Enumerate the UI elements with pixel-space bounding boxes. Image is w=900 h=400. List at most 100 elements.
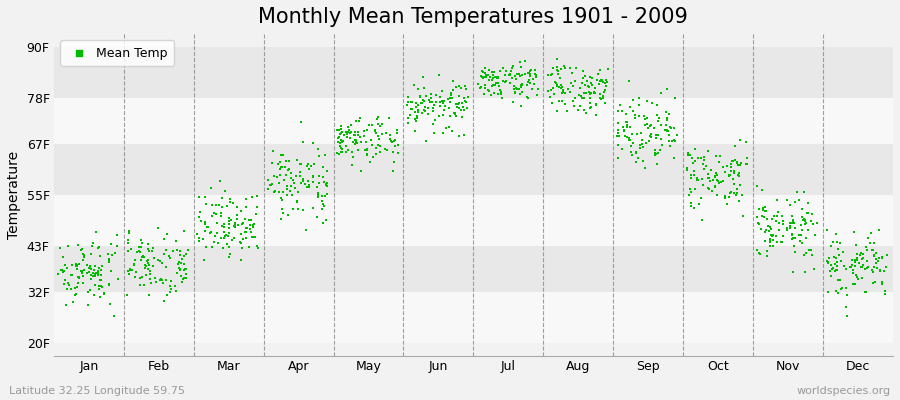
Point bbox=[871, 254, 886, 261]
Point bbox=[230, 222, 245, 228]
Point bbox=[564, 80, 579, 86]
Point bbox=[69, 263, 84, 269]
Point bbox=[242, 217, 256, 223]
Point bbox=[335, 149, 349, 156]
Point bbox=[81, 302, 95, 308]
Point bbox=[589, 101, 603, 107]
Point bbox=[802, 246, 816, 253]
Point bbox=[284, 170, 298, 176]
Point bbox=[710, 172, 724, 178]
Point bbox=[244, 229, 258, 235]
Point bbox=[349, 136, 364, 143]
Point bbox=[401, 115, 416, 122]
Point bbox=[342, 135, 356, 142]
Point bbox=[363, 159, 377, 165]
Point bbox=[121, 268, 135, 274]
Point bbox=[648, 147, 662, 153]
Point bbox=[177, 253, 192, 260]
Point bbox=[143, 276, 157, 283]
Point bbox=[875, 254, 889, 260]
Point bbox=[530, 91, 544, 98]
Point bbox=[854, 250, 868, 256]
Point bbox=[351, 146, 365, 153]
Point bbox=[827, 254, 842, 260]
Point bbox=[415, 100, 429, 106]
Point bbox=[296, 178, 310, 184]
Point bbox=[417, 107, 431, 113]
Point bbox=[346, 138, 360, 145]
Point bbox=[306, 178, 320, 185]
Point bbox=[867, 251, 881, 258]
Point bbox=[59, 265, 74, 271]
Point bbox=[829, 254, 843, 261]
Point bbox=[238, 216, 253, 222]
Point bbox=[102, 281, 116, 288]
Point bbox=[265, 181, 279, 188]
Point bbox=[632, 102, 646, 108]
Point bbox=[512, 71, 526, 78]
Point bbox=[515, 89, 529, 96]
Bar bbox=[54, 98, 893, 144]
Point bbox=[65, 272, 79, 278]
Point bbox=[418, 108, 432, 114]
Point bbox=[364, 137, 378, 144]
Point bbox=[493, 87, 508, 93]
Point bbox=[66, 299, 80, 306]
Point bbox=[222, 221, 237, 227]
Point bbox=[763, 239, 778, 245]
Point bbox=[233, 208, 248, 214]
Point bbox=[261, 186, 275, 192]
Point bbox=[276, 210, 291, 217]
Point bbox=[560, 107, 574, 114]
Point bbox=[445, 95, 459, 102]
Point bbox=[380, 147, 394, 154]
Point bbox=[773, 239, 788, 245]
Point bbox=[449, 113, 464, 120]
Point bbox=[145, 248, 159, 255]
Point bbox=[290, 198, 304, 204]
Point bbox=[362, 122, 376, 128]
Point bbox=[134, 274, 148, 280]
Point bbox=[127, 261, 141, 268]
Point bbox=[513, 58, 527, 65]
Point bbox=[838, 304, 852, 310]
Point bbox=[783, 224, 797, 231]
Point bbox=[650, 112, 664, 118]
Point bbox=[580, 78, 594, 85]
Point bbox=[286, 206, 301, 212]
Point bbox=[213, 178, 228, 184]
Point bbox=[755, 186, 770, 193]
Point bbox=[660, 128, 674, 135]
Point bbox=[703, 178, 717, 184]
Point bbox=[148, 275, 162, 281]
Point bbox=[142, 248, 157, 254]
Point bbox=[224, 237, 238, 243]
Point bbox=[681, 191, 696, 198]
Point bbox=[483, 74, 498, 80]
Point bbox=[694, 194, 708, 201]
Point bbox=[766, 236, 780, 243]
Point bbox=[140, 240, 155, 247]
Point bbox=[550, 82, 564, 88]
Point bbox=[523, 71, 537, 77]
Point bbox=[190, 231, 204, 238]
Point bbox=[138, 262, 152, 268]
Point bbox=[418, 138, 433, 144]
Point bbox=[700, 171, 715, 177]
Point bbox=[71, 274, 86, 280]
Point bbox=[76, 252, 91, 259]
Point bbox=[554, 84, 568, 91]
Point bbox=[585, 82, 599, 88]
Point bbox=[635, 144, 650, 150]
Point bbox=[806, 266, 821, 272]
Point bbox=[872, 227, 886, 233]
Point bbox=[866, 269, 880, 276]
Point bbox=[688, 168, 702, 174]
Point bbox=[875, 255, 889, 261]
Point bbox=[512, 91, 526, 97]
Point bbox=[477, 91, 491, 97]
Point bbox=[583, 91, 598, 97]
Point bbox=[102, 281, 116, 288]
Point bbox=[610, 127, 625, 134]
Point bbox=[176, 276, 191, 282]
